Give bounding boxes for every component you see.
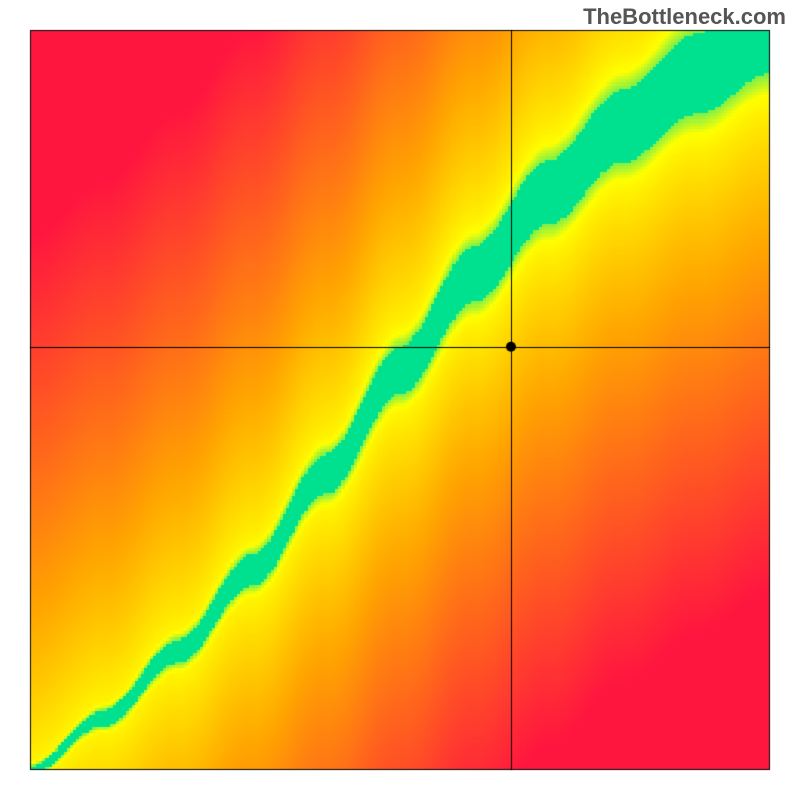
watermark-text: TheBottleneck.com: [583, 4, 786, 30]
chart-container: TheBottleneck.com: [0, 0, 800, 800]
bottleneck-heatmap: [0, 0, 800, 800]
